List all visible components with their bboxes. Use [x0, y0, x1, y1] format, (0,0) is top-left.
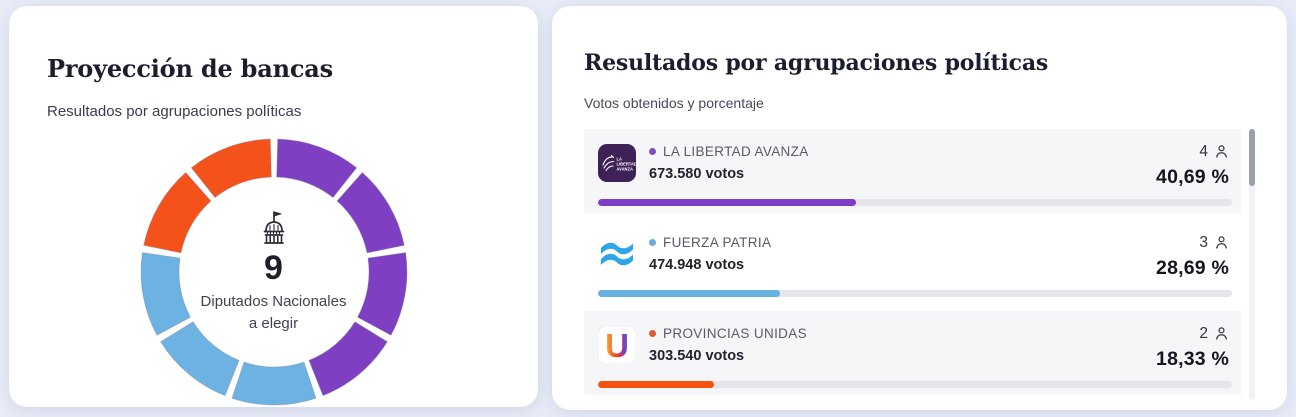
party-name: FUERZA PATRIA: [663, 234, 772, 250]
seats-donut-chart[interactable]: 9 Diputados Nacionales a elegir: [138, 136, 410, 408]
svg-text:AVANZA: AVANZA: [617, 166, 633, 171]
party-bullet: [649, 238, 656, 246]
party-seats: 3: [1199, 233, 1208, 251]
party-votes: 474.948 votos: [649, 256, 745, 273]
progress-track: [598, 380, 1232, 388]
party-votes: 303.540 votos: [649, 347, 745, 364]
results-subtitle: Votos obtenidos y porcentaje: [584, 94, 764, 111]
progress-fill: [598, 289, 780, 297]
person-icon: [1216, 145, 1227, 158]
party-votes: 673.580 votos: [649, 165, 745, 182]
party-info: LA LIBERTAD AVANZA 673.580 votos: [649, 142, 1143, 213]
svg-text:LA: LA: [617, 156, 623, 161]
party-figures: 3 28,69 %: [1156, 233, 1229, 304]
party-name: PROVINCIAS UNIDAS: [663, 325, 807, 341]
progress-track: [598, 198, 1232, 206]
party-info: PROVINCIAS UNIDAS 303.540 votos: [649, 324, 1143, 395]
seat-projection-title: Proyección de bancas: [47, 53, 333, 83]
svg-text:LIBERTAD: LIBERTAD: [617, 161, 637, 166]
party-bullet: [649, 329, 656, 337]
person-icon: [1216, 327, 1227, 340]
seat-projection-subtitle: Resultados por agrupaciones políticas: [47, 102, 302, 120]
party-seats: 2: [1199, 324, 1208, 342]
party-row-provincias-unidas[interactable]: U PROVINCIAS UNIDAS 303.540 votos 2: [584, 310, 1241, 395]
list-scrollbar-thumb[interactable]: [1249, 128, 1255, 186]
person-icon: [1216, 236, 1227, 249]
party-name: LA LIBERTAD AVANZA: [663, 143, 809, 159]
party-info: FUERZA PATRIA 474.948 votos: [649, 233, 1143, 304]
la-libertad-avanza-logo: LA LIBERTAD AVANZA: [598, 143, 637, 182]
party-bullet: [649, 147, 656, 155]
party-percent: 18,33 %: [1156, 347, 1229, 370]
progress-fill: [598, 380, 715, 388]
fuerza-patria-logo: [598, 235, 636, 273]
party-percent: 40,69 %: [1156, 165, 1229, 188]
party-percent: 28,69 %: [1156, 256, 1229, 279]
svg-text:U: U: [605, 327, 629, 364]
party-figures: 4 40,69 %: [1156, 142, 1229, 213]
list-scrollbar-track[interactable]: [1249, 128, 1255, 400]
progress-track: [598, 289, 1232, 297]
party-seats: 4: [1199, 142, 1208, 160]
party-row-la-libertad-avanza[interactable]: LA LIBERTAD AVANZA LA LIBERTAD AVANZA 67…: [584, 128, 1241, 213]
results-card: Resultados por agrupaciones políticas Vo…: [552, 6, 1287, 410]
progress-fill: [598, 198, 856, 206]
donut-segments[interactable]: [138, 136, 410, 408]
party-results-list: LA LIBERTAD AVANZA LA LIBERTAD AVANZA 67…: [584, 128, 1255, 400]
party-figures: 2 18,33 %: [1156, 324, 1229, 395]
seat-projection-card: Proyección de bancas Resultados por agru…: [9, 6, 538, 407]
party-row-fuerza-patria[interactable]: FUERZA PATRIA 474.948 votos 3 28,69 %: [584, 220, 1241, 304]
results-title: Resultados por agrupaciones políticas: [584, 50, 1049, 77]
provincias-unidas-logo: U: [598, 325, 636, 364]
